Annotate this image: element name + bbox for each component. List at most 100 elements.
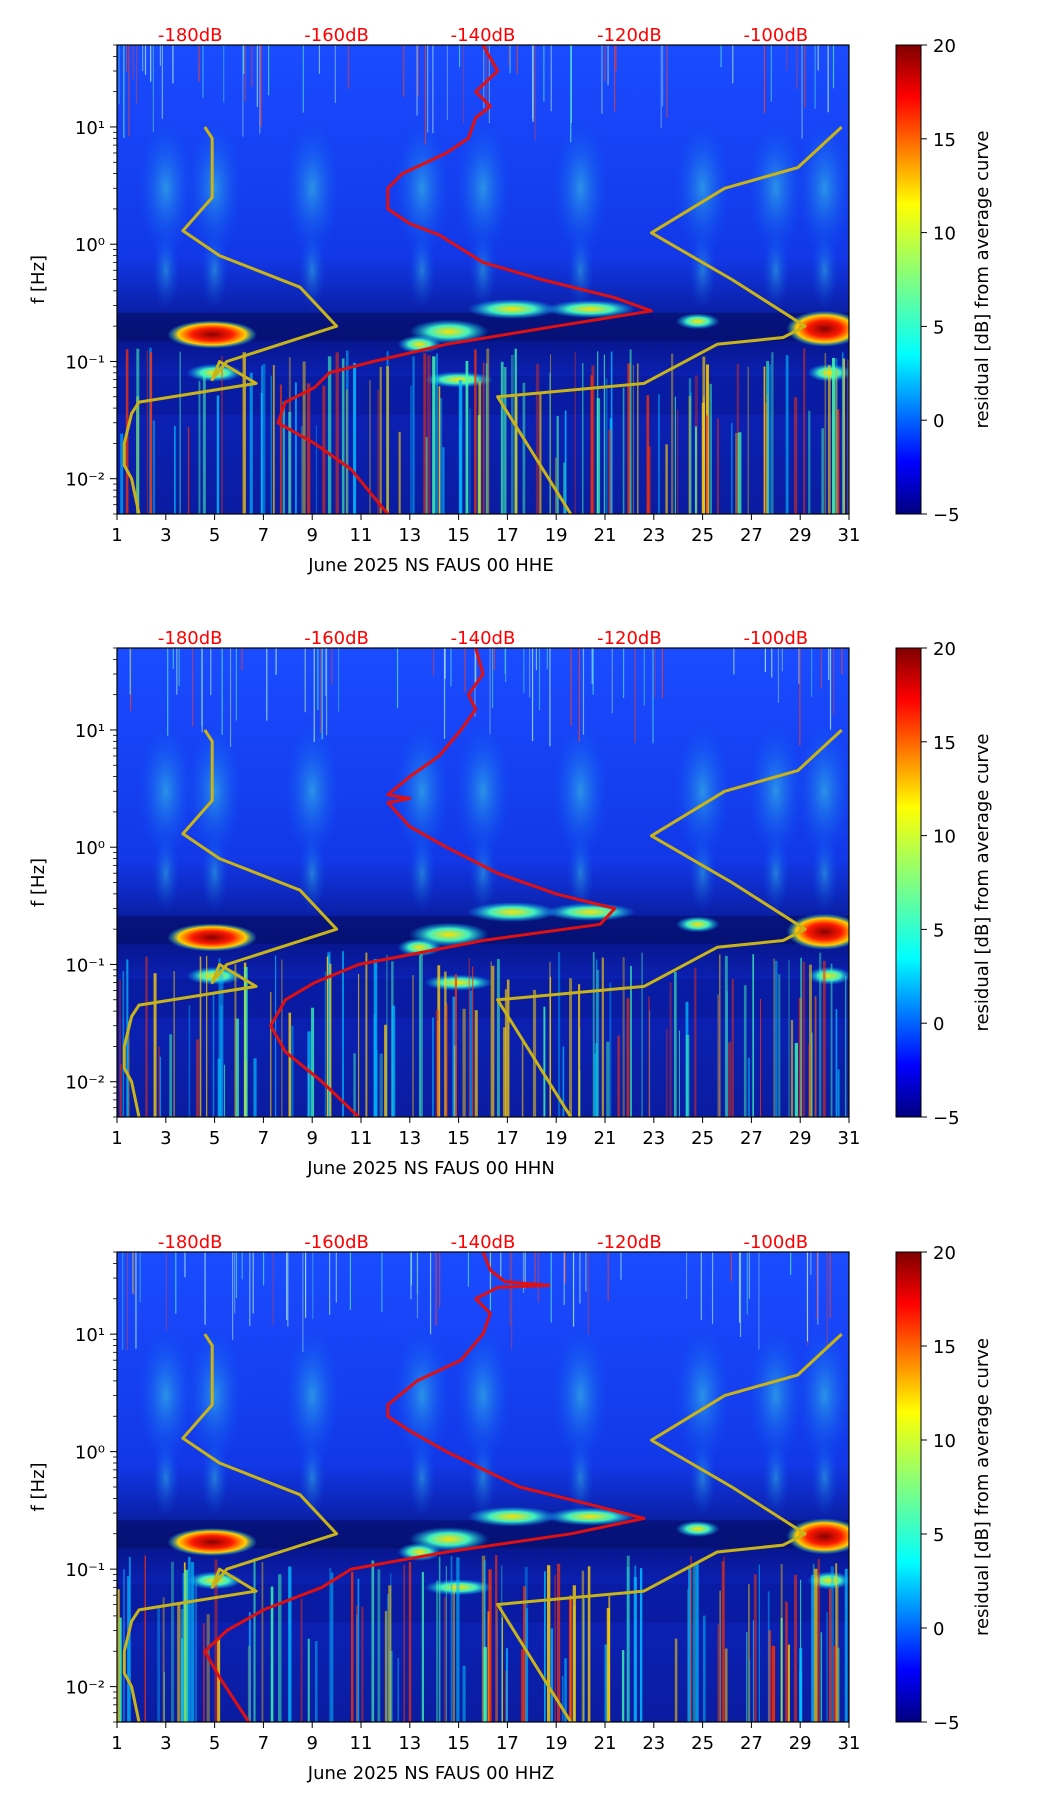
- hf-streak: [491, 648, 494, 709]
- hf-streak: [806, 1252, 809, 1342]
- transient-streak: [212, 991, 215, 1117]
- transient-streak: [234, 964, 237, 1117]
- hf-streak: [335, 1252, 337, 1303]
- transient-streak: [122, 971, 125, 1117]
- hf-streak: [144, 45, 147, 75]
- x-tick-label: 5: [209, 525, 220, 546]
- hf-streak: [275, 648, 277, 675]
- hf-streak: [661, 648, 663, 699]
- average-curve: [276, 45, 653, 514]
- transient-streak: [179, 351, 181, 514]
- x-tick-label: 21: [594, 525, 617, 546]
- hf-streak: [304, 648, 306, 713]
- transient-streak: [248, 1612, 251, 1722]
- x-tick-label: 7: [258, 1733, 269, 1754]
- transient-streak: [361, 1606, 364, 1722]
- hf-streak: [410, 1252, 412, 1300]
- hf-streak: [652, 648, 654, 744]
- transient-streak: [830, 1566, 834, 1722]
- hf-streak: [202, 45, 204, 98]
- average-curve: [269, 648, 617, 1117]
- transient-streak: [748, 1659, 751, 1722]
- transient-streak: [574, 351, 576, 514]
- hf-streak: [129, 648, 131, 695]
- transient-streak: [188, 1004, 191, 1117]
- model-curve-low: [122, 1333, 339, 1722]
- transient-streak: [384, 1024, 387, 1117]
- transient-streak: [216, 395, 220, 514]
- transient-streak: [690, 1556, 692, 1722]
- hf-streak: [443, 648, 446, 739]
- hf-streak: [485, 45, 488, 114]
- hf-streak: [433, 648, 435, 677]
- transient-streak: [822, 960, 826, 1117]
- hf-streak: [118, 45, 120, 105]
- transient-streak: [423, 353, 427, 514]
- hf-streak: [810, 648, 813, 697]
- colorbar-tick-label: −5: [933, 1713, 960, 1734]
- transient-streak: [563, 462, 566, 514]
- transient-streak: [324, 971, 327, 1117]
- hf-streak: [464, 648, 466, 693]
- transient-streak: [170, 1561, 174, 1722]
- glow: [566, 1437, 595, 1518]
- colorbar-label: residual [dB] from average curve: [972, 130, 993, 428]
- transient-streak: [442, 447, 445, 514]
- transient-streak: [811, 1574, 814, 1722]
- transient-streak: [617, 1035, 620, 1117]
- transient-streak: [218, 958, 221, 1117]
- x-tick-label: 3: [160, 1128, 171, 1149]
- model-curve-high: [496, 1333, 843, 1722]
- hf-streak: [509, 1252, 511, 1326]
- transient-streak: [465, 360, 469, 514]
- transient-streak: [384, 1610, 388, 1722]
- transient-streak: [474, 349, 477, 514]
- y-tick-label: 10¹: [75, 1325, 105, 1346]
- transient-streak: [564, 410, 567, 514]
- glow: [469, 1437, 497, 1518]
- transient-streak: [419, 952, 423, 1117]
- top-db-tick-label: -140dB: [451, 25, 516, 46]
- transient-streak: [820, 1632, 823, 1722]
- glow: [284, 118, 341, 259]
- colorbar-tick-label: 0: [933, 411, 944, 432]
- transient-streak: [120, 1064, 122, 1117]
- hf-streak: [538, 648, 541, 711]
- x-tick-label: 1: [111, 1128, 122, 1149]
- glow: [747, 118, 804, 259]
- hf-streak: [318, 45, 321, 74]
- microseism-peak: [545, 903, 636, 922]
- top-db-tick-label: -120dB: [597, 25, 662, 46]
- x-tick-label: 15: [447, 525, 470, 546]
- hf-streak: [604, 45, 606, 82]
- transient-streak: [235, 1018, 239, 1117]
- glow: [674, 118, 731, 259]
- transient-streak: [450, 1556, 453, 1722]
- glow: [761, 1437, 790, 1518]
- hf-streak: [135, 1252, 137, 1349]
- transient-streak: [646, 395, 650, 514]
- transient-streak: [835, 358, 838, 514]
- x-tick-label: 3: [160, 525, 171, 546]
- transient-streak: [637, 363, 639, 514]
- transient-streak: [581, 363, 584, 514]
- colorbar-label: residual [dB] from average curve: [972, 733, 993, 1031]
- hf-streak: [198, 45, 200, 82]
- x-tick-label: 7: [258, 525, 269, 546]
- hf-streak: [601, 45, 603, 114]
- hf-streak: [516, 45, 518, 74]
- transient-streak: [736, 363, 740, 514]
- transient-streak: [557, 951, 561, 1117]
- transient-streak: [794, 397, 798, 514]
- hf-streak: [508, 45, 510, 67]
- transient-streak: [177, 1604, 181, 1722]
- hf-streak: [570, 45, 572, 143]
- transient-streak: [365, 952, 368, 1117]
- hf-streak: [582, 648, 585, 735]
- transient-streak: [128, 1556, 131, 1722]
- transient-streak: [244, 966, 248, 1117]
- hf-streak: [781, 648, 783, 672]
- top-db-tick-label: -100dB: [743, 25, 808, 46]
- hf-streak: [814, 45, 816, 109]
